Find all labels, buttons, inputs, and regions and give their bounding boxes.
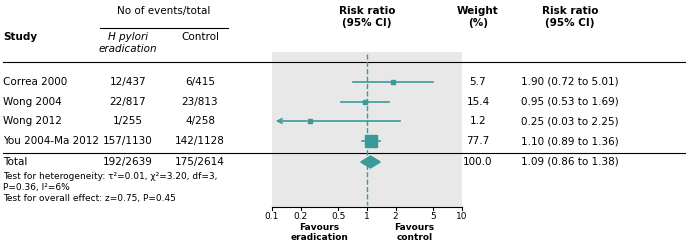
Text: You 2004-Ma 2012: You 2004-Ma 2012 — [3, 136, 99, 146]
Text: 1.90 (0.72 to 5.01): 1.90 (0.72 to 5.01) — [522, 77, 619, 87]
Text: 2: 2 — [393, 212, 398, 221]
Text: Test for heterogeneity: τ²=0.01, χ²=3.20, df=3,: Test for heterogeneity: τ²=0.01, χ²=3.20… — [3, 172, 217, 181]
Text: 4/258: 4/258 — [185, 116, 215, 126]
Text: 23/813: 23/813 — [182, 97, 218, 107]
Text: 0.25 (0.03 to 2.25): 0.25 (0.03 to 2.25) — [522, 116, 619, 126]
Text: 0.95 (0.53 to 1.69): 0.95 (0.53 to 1.69) — [521, 97, 619, 107]
Text: 1/255: 1/255 — [113, 116, 143, 126]
Text: 192/2639: 192/2639 — [103, 157, 153, 167]
Text: Control: Control — [181, 32, 219, 42]
Polygon shape — [361, 156, 380, 168]
Text: 77.7: 77.7 — [466, 136, 490, 146]
Text: 100.0: 100.0 — [463, 157, 493, 167]
Text: 22/817: 22/817 — [109, 97, 147, 107]
Text: Correa 2000: Correa 2000 — [3, 77, 67, 87]
Text: 0.5: 0.5 — [331, 212, 345, 221]
Text: 157/1130: 157/1130 — [103, 136, 153, 146]
Text: 0.1: 0.1 — [265, 212, 279, 221]
Text: Favours
control: Favours control — [394, 223, 435, 242]
Text: 6/415: 6/415 — [185, 77, 215, 87]
Text: Study: Study — [3, 32, 37, 42]
Bar — [272, 52, 462, 207]
Text: 10: 10 — [456, 212, 468, 221]
Text: Total: Total — [3, 157, 28, 167]
Text: 1.10 (0.89 to 1.36): 1.10 (0.89 to 1.36) — [521, 136, 619, 146]
Text: Favours
eradication: Favours eradication — [290, 223, 348, 242]
Text: Weight
(%): Weight (%) — [457, 6, 499, 28]
Text: Risk ratio
(95% CI): Risk ratio (95% CI) — [541, 6, 599, 28]
Text: 1: 1 — [364, 212, 370, 221]
Text: No of events/total: No of events/total — [118, 6, 211, 16]
Text: Test for overall effect: z=0.75, P=0.45: Test for overall effect: z=0.75, P=0.45 — [3, 194, 176, 203]
Text: H pylori
eradication: H pylori eradication — [98, 32, 158, 54]
Text: 5: 5 — [431, 212, 436, 221]
Text: Risk ratio
(95% CI): Risk ratio (95% CI) — [338, 6, 395, 28]
Text: Wong 2012: Wong 2012 — [3, 116, 62, 126]
Text: P=0.36, I²=6%: P=0.36, I²=6% — [3, 183, 69, 192]
Text: 142/1128: 142/1128 — [175, 136, 225, 146]
Text: 1.2: 1.2 — [470, 116, 486, 126]
Text: 1.09 (0.86 to 1.38): 1.09 (0.86 to 1.38) — [521, 157, 619, 167]
Text: 12/437: 12/437 — [109, 77, 147, 87]
Text: 5.7: 5.7 — [470, 77, 486, 87]
Text: 15.4: 15.4 — [466, 97, 490, 107]
Text: 0.2: 0.2 — [294, 212, 308, 221]
Text: Wong 2004: Wong 2004 — [3, 97, 62, 107]
Text: 175/2614: 175/2614 — [175, 157, 225, 167]
